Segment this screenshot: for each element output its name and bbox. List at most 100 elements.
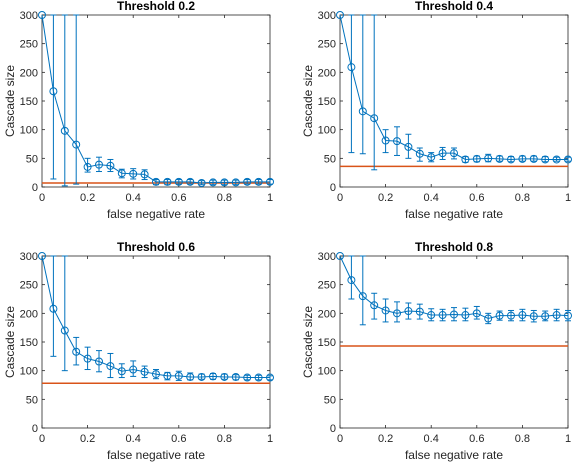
data-point (254, 177, 263, 186)
data-point (152, 177, 160, 186)
y-tick-label: 150 (318, 337, 336, 349)
data-point (95, 357, 103, 366)
data-point (518, 311, 527, 320)
data-point (266, 373, 274, 382)
error-bar (61, 14, 68, 187)
y-tick-label: 0 (330, 423, 336, 435)
data-point (231, 372, 240, 381)
x-tick-label: 0.8 (515, 433, 530, 445)
error-bar (50, 14, 57, 180)
axes-box (41, 14, 271, 188)
error-bar (359, 14, 366, 155)
data-point (140, 367, 149, 376)
data-point (404, 307, 413, 316)
x-tick-label: 0.4 (126, 192, 141, 204)
data-point (370, 301, 379, 310)
data-point (72, 347, 81, 356)
data-point (117, 367, 126, 376)
x-tick-label: 0.8 (217, 433, 232, 445)
chart-panel-1: Threshold 0.2 0 0.2 0.4 0.6 0.8 1 0 50 100 150 200 2… (3, 0, 274, 221)
chart-title: Threshold 0.6 (117, 240, 195, 254)
y-tick-label: 300 (20, 10, 38, 22)
data-point (461, 311, 470, 320)
x-axis-label: false negative rate (107, 448, 205, 462)
data-point (186, 177, 195, 186)
data-point (427, 311, 436, 320)
data-point (106, 362, 115, 371)
data-point (472, 154, 481, 163)
x-axis-label: false negative rate (107, 207, 205, 221)
error-bar (371, 292, 378, 320)
x-tick-label: 1 (565, 433, 571, 445)
x-tick-label: 0.8 (217, 192, 232, 204)
y-tick-label: 150 (20, 96, 38, 108)
x-tick-label: 0.4 (424, 192, 439, 204)
data-point (197, 178, 206, 187)
data-point (38, 252, 46, 260)
y-tick-label: 100 (20, 366, 38, 378)
error-bar (130, 360, 137, 377)
y-tick-label: 50 (324, 153, 336, 165)
y-axis-label: Cascade size (301, 306, 315, 378)
error-bar (50, 255, 57, 357)
y-tick-label: 250 (318, 39, 336, 51)
x-tick-label: 0.4 (424, 433, 439, 445)
x-tick-label: 1 (267, 433, 273, 445)
x-tick-label: 0.8 (515, 192, 530, 204)
error-bar (359, 255, 366, 326)
data-point (438, 311, 447, 320)
x-axis-label: false negative rate (405, 207, 503, 221)
y-tick-label: 0 (32, 423, 38, 435)
error-bar (118, 363, 125, 379)
data-point (358, 292, 367, 301)
y-axis-label: Cascade size (301, 65, 315, 137)
error-bar (348, 14, 355, 154)
y-tick-label: 300 (20, 251, 38, 263)
data-point (243, 177, 252, 186)
data-point (163, 371, 172, 380)
data-point (197, 372, 206, 381)
error-bar (394, 301, 400, 323)
data-point (163, 177, 172, 186)
x-tick-label: 1 (565, 192, 571, 204)
chart-title: Threshold 0.4 (415, 0, 493, 13)
y-tick-label: 300 (318, 251, 336, 263)
error-bar (61, 255, 68, 372)
data-point (495, 311, 504, 320)
x-tick-label: 0.6 (171, 433, 186, 445)
data-point (541, 312, 550, 321)
data-point (484, 314, 493, 323)
error-bar (382, 129, 389, 154)
data-point (518, 154, 527, 163)
x-axis-label: false negative rate (405, 448, 503, 462)
data-point (336, 252, 344, 260)
data-point (415, 149, 424, 158)
data-point (106, 161, 115, 170)
x-tick-label: 0.6 (171, 192, 186, 204)
data-point (117, 169, 126, 178)
chart-panel-2: Threshold 0.4 0 0.2 0.4 0.6 0.8 1 0 50 100 150 200 2… (301, 0, 572, 221)
error-bar (84, 157, 91, 173)
chart-title: Threshold 0.2 (117, 0, 195, 13)
data-point (552, 311, 561, 320)
data-point (49, 304, 58, 313)
x-tick-label: 0.2 (378, 433, 393, 445)
data-point (461, 155, 470, 164)
axes-box (339, 255, 569, 429)
data-point (529, 154, 538, 163)
chart-panel-4: Threshold 0.8 0 0.2 0.4 0.6 0.8 1 0 50 100 150 200 2… (301, 240, 572, 462)
error-bar (371, 14, 378, 171)
data-point (370, 114, 379, 123)
data-point (347, 63, 356, 72)
y-tick-label: 0 (32, 182, 38, 194)
x-tick-label: 0.6 (469, 192, 484, 204)
data-point (438, 149, 447, 158)
data-point (60, 326, 69, 335)
data-point (529, 312, 538, 321)
data-point (381, 306, 390, 315)
x-tick-label: 0.6 (469, 433, 484, 445)
data-point (427, 153, 436, 162)
data-point (450, 310, 458, 319)
data-point (254, 373, 263, 382)
data-point (186, 372, 195, 381)
